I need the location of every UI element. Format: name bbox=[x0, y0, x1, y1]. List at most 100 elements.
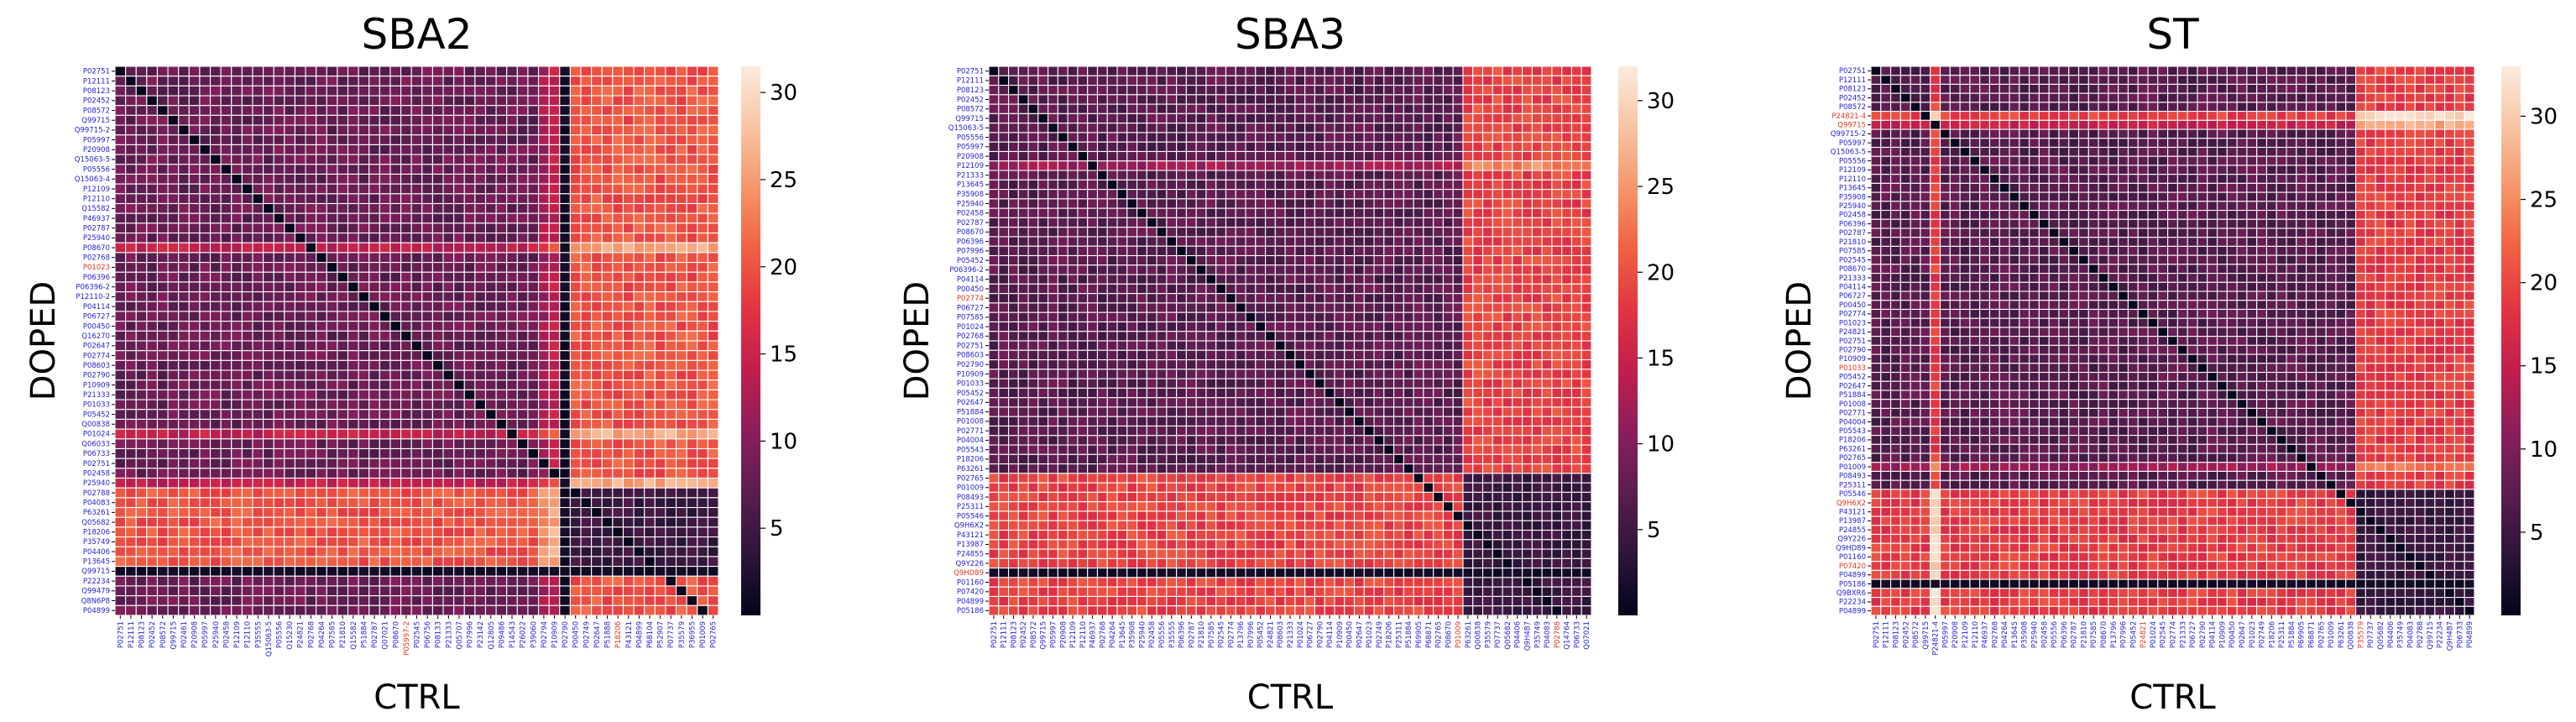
heatmap-cell bbox=[1265, 227, 1276, 238]
y-tick-label: P04899 bbox=[83, 607, 110, 615]
heatmap-cell bbox=[1205, 283, 1217, 295]
heatmap-cell bbox=[1106, 112, 1118, 124]
heatmap-cell bbox=[1294, 123, 1306, 133]
heatmap-cell bbox=[612, 271, 624, 283]
heatmap-cell bbox=[506, 556, 518, 568]
heatmap-cell bbox=[654, 506, 666, 518]
heatmap-cell bbox=[241, 497, 253, 509]
heatmap-cell bbox=[146, 340, 158, 352]
heatmap-cell bbox=[580, 95, 593, 107]
heatmap-cell bbox=[527, 409, 540, 420]
heatmap-cell bbox=[1363, 123, 1375, 133]
heatmap-cell bbox=[410, 566, 423, 577]
heatmap-cell bbox=[1116, 217, 1128, 228]
heatmap-cell bbox=[1255, 85, 1267, 96]
heatmap-cell bbox=[1166, 170, 1178, 180]
heatmap-cell bbox=[125, 506, 137, 518]
heatmap-cell bbox=[1433, 207, 1444, 218]
heatmap-cell bbox=[358, 389, 370, 400]
heatmap-cell bbox=[337, 291, 349, 302]
y-tick-label: P12111 bbox=[83, 77, 110, 86]
heatmap-cell bbox=[284, 301, 295, 312]
heatmap-cell bbox=[442, 458, 455, 469]
heatmap-cell bbox=[188, 271, 201, 283]
heatmap-cell bbox=[591, 585, 603, 597]
heatmap-cell bbox=[220, 399, 233, 411]
heatmap-cell bbox=[252, 154, 264, 165]
heatmap-cell bbox=[389, 556, 402, 568]
heatmap-cell bbox=[538, 252, 550, 264]
heatmap-cell bbox=[389, 389, 402, 400]
heatmap-cell bbox=[527, 399, 540, 411]
heatmap-cell bbox=[1106, 179, 1118, 191]
heatmap-cell bbox=[1373, 264, 1385, 275]
heatmap-cell bbox=[1452, 227, 1464, 238]
heatmap-cell bbox=[1007, 170, 1019, 180]
heatmap-cell bbox=[665, 350, 677, 361]
heatmap-cell bbox=[506, 604, 518, 616]
heatmap-cell bbox=[400, 301, 412, 312]
heatmap-cell bbox=[633, 95, 645, 107]
heatmap-cell bbox=[453, 418, 465, 430]
heatmap-cell bbox=[1265, 94, 1276, 105]
heatmap-cell bbox=[1136, 227, 1147, 238]
heatmap-cell bbox=[463, 144, 476, 155]
heatmap-cell bbox=[591, 477, 603, 489]
heatmap-cell bbox=[697, 242, 708, 254]
heatmap-cell bbox=[431, 321, 444, 332]
heatmap-cell bbox=[453, 311, 465, 322]
heatmap-cell bbox=[633, 438, 645, 450]
x-tick-label: P68104 bbox=[646, 621, 655, 648]
heatmap-cell bbox=[389, 105, 402, 116]
heatmap-cell bbox=[1561, 227, 1573, 238]
heatmap-cell bbox=[1116, 160, 1128, 171]
heatmap-cell bbox=[548, 124, 561, 136]
heatmap-cell bbox=[316, 468, 327, 479]
heatmap-cell bbox=[389, 497, 402, 509]
heatmap-cell bbox=[241, 379, 253, 390]
heatmap-cell bbox=[1077, 264, 1089, 275]
heatmap-cell bbox=[431, 595, 444, 606]
heatmap-cell bbox=[516, 428, 529, 440]
heatmap-cell bbox=[1353, 112, 1365, 124]
heatmap-cell bbox=[1383, 123, 1395, 133]
heatmap-cell bbox=[1373, 65, 1385, 76]
heatmap-cell bbox=[114, 468, 127, 479]
heatmap-cell bbox=[580, 497, 593, 509]
heatmap-cell bbox=[1581, 207, 1592, 218]
heatmap-cell bbox=[548, 428, 561, 440]
heatmap-cell bbox=[442, 124, 455, 136]
heatmap-cell bbox=[1195, 217, 1207, 228]
heatmap-cell bbox=[1570, 245, 1582, 257]
heatmap-cell bbox=[209, 222, 222, 234]
heatmap-cell bbox=[463, 506, 476, 518]
heatmap-cell bbox=[622, 114, 635, 126]
heatmap-cell bbox=[1541, 150, 1553, 162]
heatmap-cell bbox=[305, 477, 317, 489]
heatmap-cell bbox=[527, 291, 540, 302]
heatmap-cell bbox=[241, 281, 253, 293]
heatmap-cell bbox=[199, 604, 212, 616]
heatmap-cell bbox=[209, 516, 222, 528]
heatmap-cell bbox=[252, 350, 264, 361]
heatmap-cell bbox=[1215, 160, 1227, 171]
heatmap-cell bbox=[358, 497, 370, 509]
heatmap-cell bbox=[1007, 302, 1019, 313]
heatmap-cell bbox=[410, 447, 423, 459]
heatmap-cell bbox=[1235, 274, 1246, 285]
heatmap-cell bbox=[644, 164, 656, 175]
heatmap-cell bbox=[1472, 189, 1484, 200]
heatmap-cell bbox=[135, 222, 148, 234]
heatmap-cell bbox=[156, 144, 169, 155]
heatmap-cell bbox=[1433, 217, 1444, 228]
heatmap-cell bbox=[1048, 170, 1058, 180]
heatmap-cell bbox=[1077, 179, 1089, 191]
heatmap-cell bbox=[1176, 245, 1187, 257]
heatmap-cell bbox=[379, 124, 391, 136]
heatmap-cell bbox=[199, 232, 212, 243]
heatmap-cell bbox=[389, 124, 402, 136]
heatmap-cell bbox=[675, 516, 687, 528]
heatmap-cell bbox=[337, 281, 349, 293]
heatmap-cell bbox=[326, 526, 338, 538]
heatmap-cell bbox=[633, 85, 645, 97]
